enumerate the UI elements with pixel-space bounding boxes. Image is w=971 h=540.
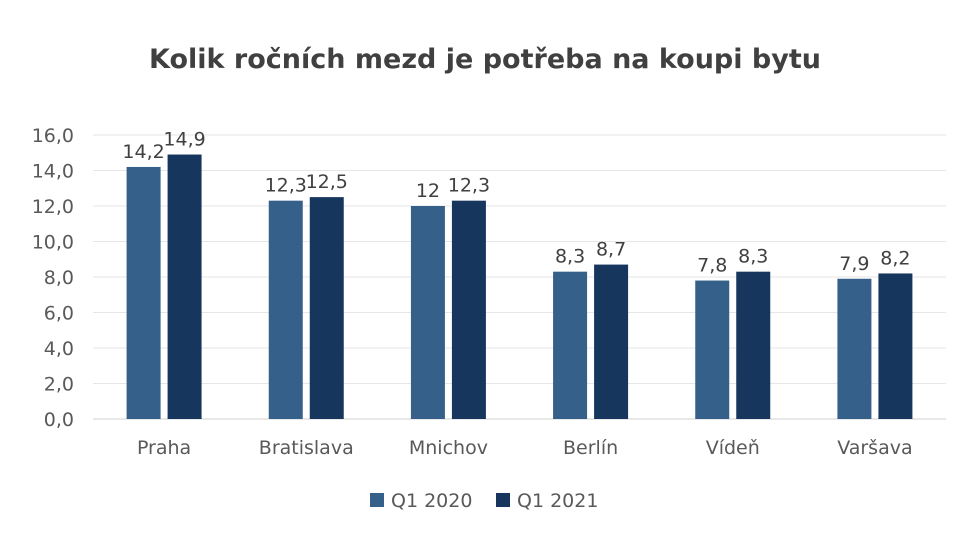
y-tick-label: 6,0: [44, 303, 74, 325]
y-tick-label: 4,0: [44, 338, 74, 360]
bar-mnichov-series-0: [410, 206, 445, 419]
data-label: 7,9: [839, 253, 869, 275]
legend-label: Q1 2020: [391, 490, 472, 512]
category-label: Vídeň: [706, 437, 760, 459]
bar-varšava-series-1: [878, 273, 913, 419]
data-label: 8,2: [880, 247, 910, 269]
category-label: Berlín: [563, 437, 618, 459]
data-labels: 14,214,912,312,5 12 12,38,3 8,77,8 8,3 7,9 8,2: [122, 129, 910, 277]
bar-vídeň-series-0: [695, 280, 730, 419]
x-axis-categories: Praha Bratislava Mnichov Berlín Vídeň Varšava: [137, 437, 913, 459]
bar-bratislava-series-1: [309, 197, 344, 419]
category-label: Varšava: [837, 437, 912, 459]
bars: [126, 154, 913, 419]
data-label: 8,3: [738, 246, 768, 268]
data-label: 12,3: [265, 175, 307, 197]
data-label: 12: [416, 180, 440, 202]
y-axis-ticks: 0,0 2,0 4,0 6,0 8,0 10,0 12,0 14,0 16,0: [32, 125, 74, 431]
y-tick-label: 8,0: [44, 267, 74, 289]
category-label: Bratislava: [259, 437, 354, 459]
data-label: 12,5: [306, 171, 348, 193]
y-tick-label: 0,0: [44, 409, 74, 431]
bar-praha-series-0: [126, 166, 161, 419]
gridlines: [93, 134, 946, 420]
category-label: Praha: [137, 437, 191, 459]
y-tick-label: 2,0: [44, 374, 74, 396]
bar-berlín-series-0: [553, 271, 588, 419]
y-tick-label: 16,0: [32, 125, 74, 147]
data-label: 14,9: [163, 129, 205, 151]
bar-mnichov-series-1: [451, 200, 486, 419]
legend: Q1 2020 Q1 2021: [370, 490, 598, 512]
y-tick-label: 10,0: [32, 232, 74, 254]
data-label: 12,3: [448, 175, 490, 197]
data-label: 7,8: [697, 255, 727, 277]
chart-title: Kolik ročních mezd je potřeba na koupi b…: [149, 44, 821, 75]
bar-bratislava-series-0: [268, 200, 303, 419]
data-label: 14,2: [122, 141, 164, 163]
y-tick-label: 14,0: [32, 161, 74, 183]
category-label: Mnichov: [409, 437, 488, 459]
legend-label: Q1 2021: [517, 490, 598, 512]
bar-varšava-series-0: [837, 278, 872, 419]
bar-vídeň-series-1: [736, 271, 771, 419]
legend-swatch: [496, 493, 510, 507]
bar-berlín-series-1: [594, 264, 629, 419]
data-label: 8,3: [555, 246, 585, 268]
legend-swatch: [370, 493, 384, 507]
bar-praha-series-1: [167, 154, 202, 419]
y-tick-label: 12,0: [32, 196, 74, 218]
data-label: 8,7: [596, 239, 626, 261]
